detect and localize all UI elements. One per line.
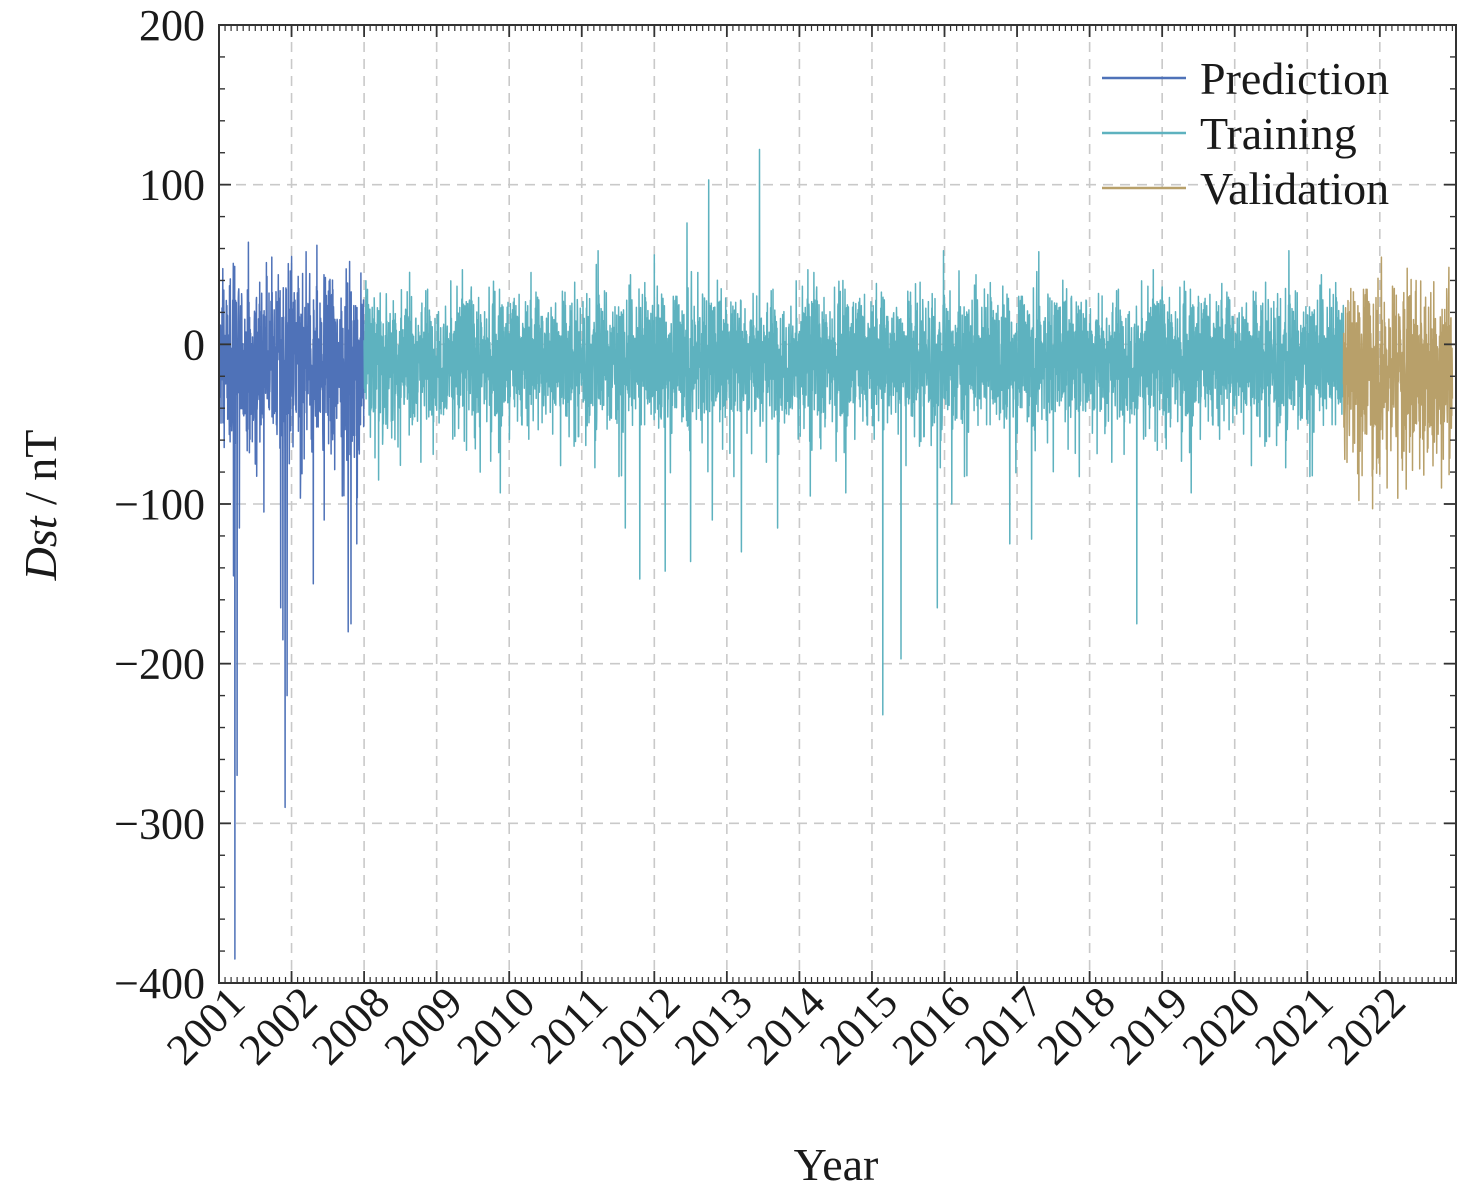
x-tick-label: 2017	[955, 977, 1052, 1074]
legend-label-validation: Validation	[1200, 163, 1389, 214]
x-tick-label: 2021	[1245, 977, 1342, 1074]
y-axis-title-unit: / nT	[15, 430, 66, 517]
x-tick-label: 2011	[521, 977, 617, 1073]
x-tick-label: 2016	[883, 977, 980, 1074]
legend-label-prediction: Prediction	[1200, 53, 1389, 104]
x-tick-label: 2010	[447, 977, 544, 1074]
x-tick-label: 2013	[665, 977, 762, 1074]
y-tick-label: −300	[114, 799, 205, 848]
x-tick-label: 2009	[375, 977, 472, 1074]
x-tick-label: 2014	[738, 977, 835, 1074]
series-line-prediction	[218, 241, 365, 960]
x-tick-label: 2002	[230, 977, 327, 1074]
legend-label-training: Training	[1200, 108, 1357, 159]
x-axis-ticks: 2001200220082009201020112012201320142015…	[157, 977, 1415, 1074]
y-tick-label: 0	[183, 320, 205, 369]
plot-frame	[218, 24, 1457, 984]
y-axis-title-variable: Dst	[15, 515, 66, 581]
x-tick-label: 2015	[810, 977, 907, 1074]
x-tick-label: 2022	[1318, 977, 1415, 1074]
y-axis-ticks: 200 100 0 −100 −200 −300 −400	[114, 1, 205, 1008]
x-tick-label: 2018	[1028, 977, 1125, 1074]
x-tick-label: 2020	[1173, 977, 1270, 1074]
plot-border	[218, 24, 1457, 984]
x-axis-title: Year	[794, 1139, 879, 1190]
y-axis-title: Dst / nT	[15, 430, 66, 582]
x-tick-label: 2012	[593, 977, 690, 1074]
series-lines	[218, 148, 1454, 960]
series-line-training	[363, 148, 1345, 716]
series-line-validation	[1342, 256, 1454, 510]
y-tick-label: −200	[114, 640, 205, 689]
y-tick-label: 200	[139, 1, 205, 50]
grid-lines	[219, 25, 1456, 983]
y-tick-label: 100	[139, 161, 205, 210]
x-tick-label: 2008	[302, 977, 399, 1074]
y-tick-label: −400	[114, 959, 205, 1008]
y-tick-label: −100	[114, 480, 205, 529]
x-tick-label: 2019	[1100, 977, 1197, 1074]
